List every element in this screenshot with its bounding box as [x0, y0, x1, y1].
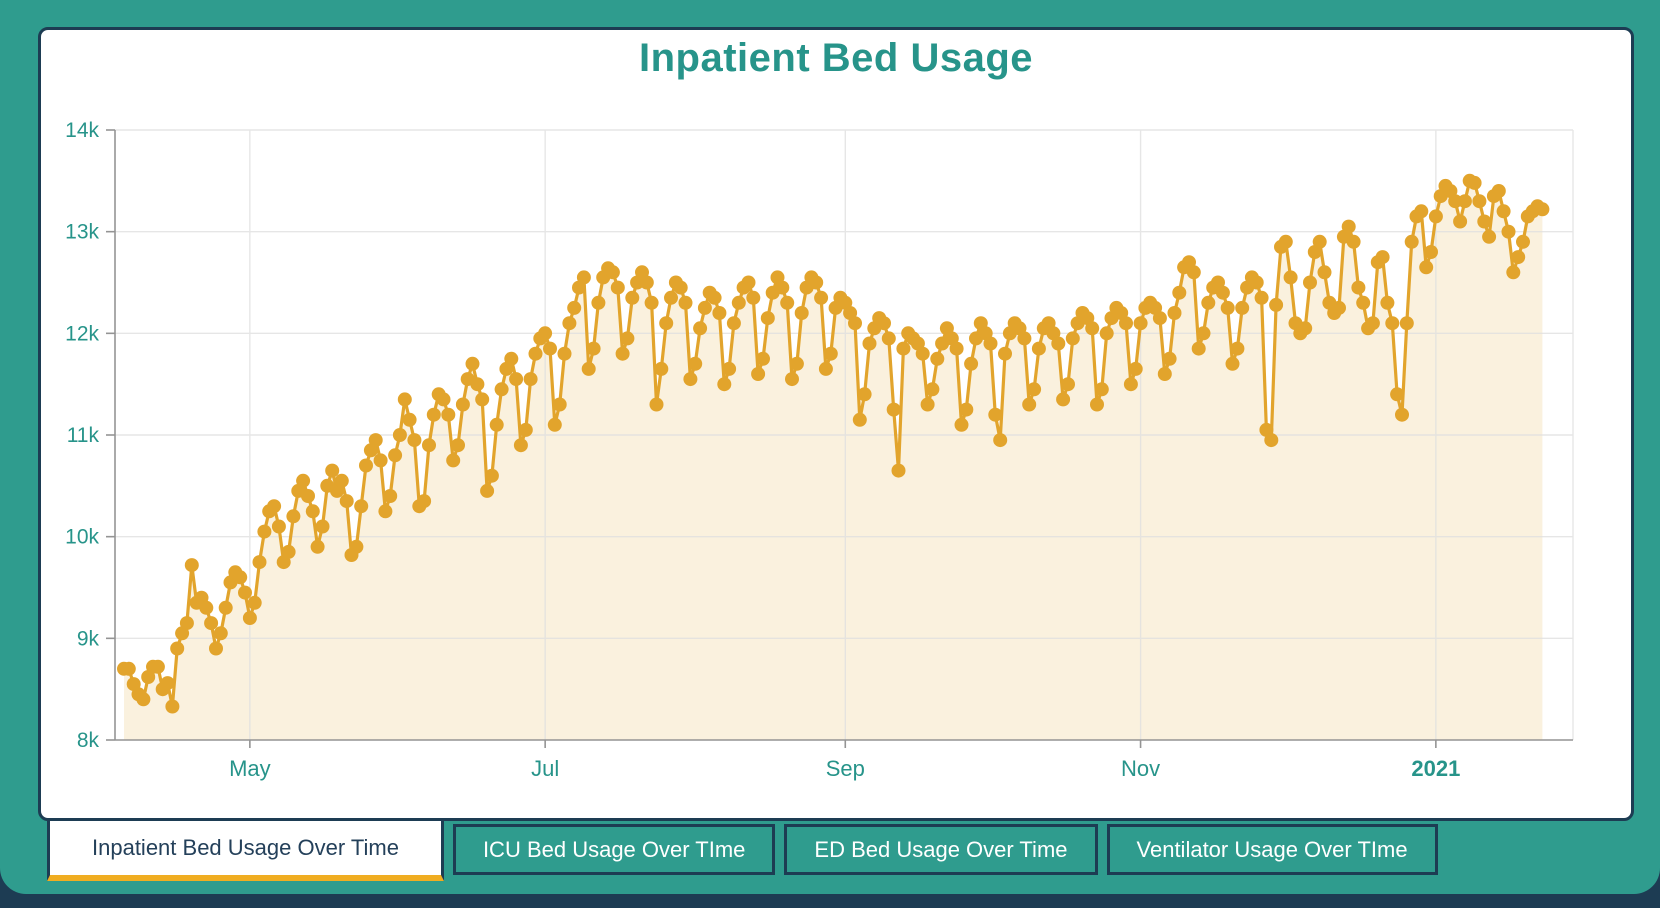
gridlines [115, 129, 1574, 740]
svg-text:14k: 14k [65, 119, 99, 142]
svg-text:8k: 8k [77, 729, 100, 752]
svg-text:13k: 13k [65, 221, 99, 244]
svg-text:9k: 9k [77, 627, 100, 650]
tab-inpatient-bed-usage[interactable]: Inpatient Bed Usage Over Time [47, 821, 444, 881]
tab-ventilator-usage[interactable]: Ventilator Usage Over TIme [1106, 824, 1438, 875]
axes [106, 129, 1573, 748]
series-markers [117, 173, 1550, 714]
tab-ed-bed-usage[interactable]: ED Bed Usage Over Time [784, 824, 1098, 875]
chart-title: Inpatient Bed Usage [638, 36, 1033, 80]
svg-text:11k: 11k [67, 424, 100, 447]
x-axis-labels: May Jul Sep Nov 2021 [229, 756, 1460, 781]
svg-text:May: May [229, 756, 271, 781]
series-area-fill [124, 180, 1543, 741]
svg-text:12k: 12k [65, 322, 99, 345]
svg-text:Sep: Sep [826, 756, 865, 781]
tab-icu-bed-usage[interactable]: ICU Bed Usage Over TIme [452, 824, 776, 875]
y-axis-labels: 8k 9k 10k 11k 12k 13k 14k [65, 119, 99, 752]
svg-text:10k: 10k [65, 526, 99, 549]
svg-text:2021: 2021 [1411, 756, 1460, 781]
svg-text:Nov: Nov [1121, 756, 1160, 781]
tab-bar: Inpatient Bed Usage Over Time ICU Bed Us… [47, 821, 1438, 881]
svg-text:Jul: Jul [531, 756, 559, 781]
